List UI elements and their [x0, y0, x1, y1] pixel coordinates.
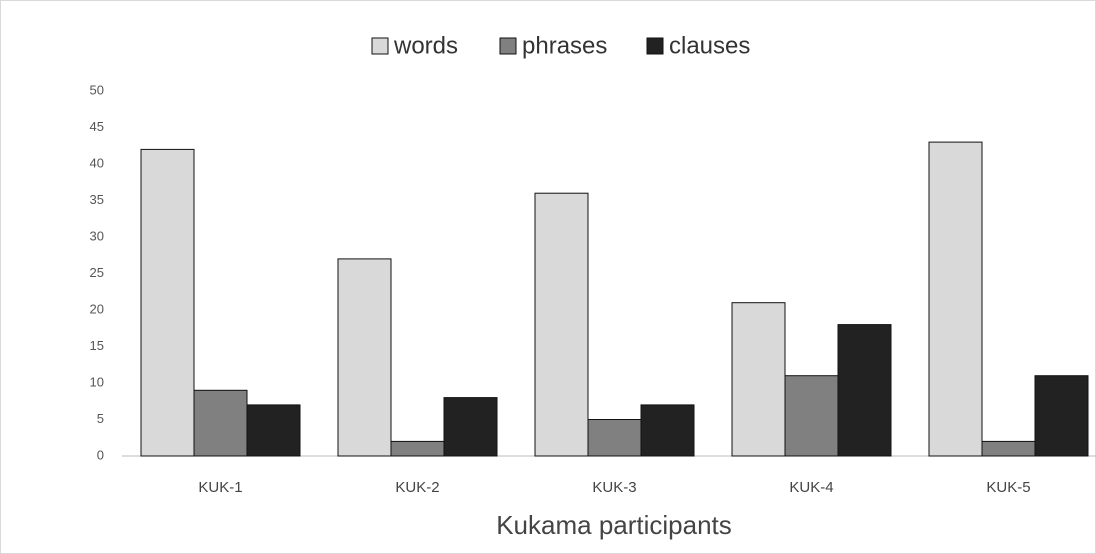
- y-tick-label: 30: [90, 228, 104, 243]
- bar: [1034, 375, 1089, 457]
- legend-label: phrases: [522, 32, 607, 59]
- x-tick-label: KUK-3: [592, 479, 636, 496]
- x-tick-label: KUK-5: [986, 479, 1030, 496]
- y-tick-label: 50: [90, 82, 104, 97]
- x-tick-label: KUK-4: [789, 479, 833, 496]
- bar: [640, 404, 695, 457]
- legend-label: clauses: [669, 32, 750, 59]
- x-tick-label: KUK-2: [395, 479, 439, 496]
- bar: [928, 141, 983, 457]
- bar: [731, 302, 786, 457]
- y-tick-label: 35: [90, 192, 104, 207]
- legend-swatch: [499, 37, 517, 55]
- bar: [534, 192, 589, 457]
- x-axis-title: Kukama participants: [496, 510, 732, 540]
- bar: [784, 375, 839, 457]
- legend-swatch: [646, 37, 664, 55]
- bar: [337, 258, 392, 457]
- y-tick-label: 20: [90, 301, 104, 316]
- x-tick-label: KUK-1: [198, 479, 242, 496]
- bar: [246, 404, 301, 457]
- y-tick-label: 25: [90, 265, 104, 280]
- legend-label: words: [393, 32, 458, 59]
- bar: [193, 389, 248, 457]
- y-tick-label: 0: [97, 447, 104, 462]
- legend-swatch: [371, 37, 389, 55]
- bar: [837, 324, 892, 457]
- bar: [587, 419, 642, 457]
- bar: [443, 397, 498, 457]
- y-tick-label: 5: [97, 411, 104, 426]
- y-tick-label: 10: [90, 374, 104, 389]
- y-tick-label: 15: [90, 338, 104, 353]
- bar: [981, 440, 1036, 457]
- bar: [390, 440, 445, 457]
- y-tick-label: 40: [90, 155, 104, 170]
- bar: [140, 148, 195, 457]
- y-tick-label: 45: [90, 119, 104, 134]
